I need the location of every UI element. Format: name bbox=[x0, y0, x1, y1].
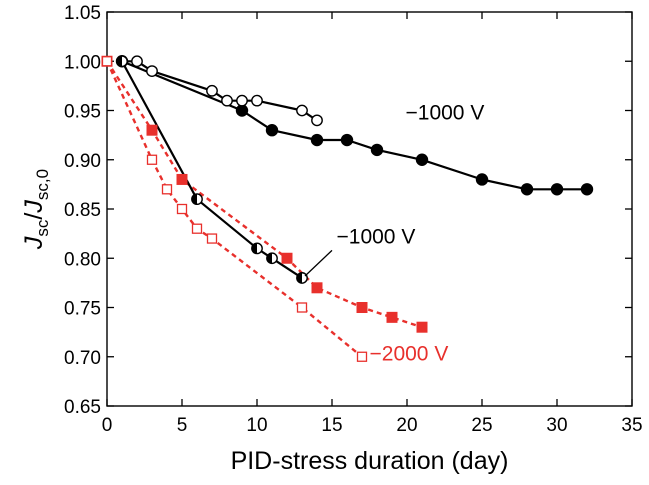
data-point bbox=[146, 65, 158, 78]
series-markers bbox=[101, 55, 594, 362]
y-tick-label: 0.90 bbox=[64, 151, 101, 172]
data-point bbox=[176, 203, 188, 215]
x-tick-label: 10 bbox=[246, 415, 267, 436]
y-label-sub1: sc bbox=[33, 219, 52, 237]
y-tick-label: 0.65 bbox=[64, 397, 101, 418]
data-point bbox=[416, 321, 428, 333]
x-axis-label: PID-stress duration (day) bbox=[231, 447, 509, 475]
data-point bbox=[386, 311, 398, 323]
annotation-label: −2000 V bbox=[370, 343, 449, 366]
data-point bbox=[370, 143, 384, 157]
x-tick-label: 5 bbox=[177, 415, 188, 436]
data-point bbox=[191, 223, 203, 234]
data-point bbox=[356, 351, 368, 362]
data-point bbox=[265, 123, 279, 137]
data-point-half-fill bbox=[251, 243, 257, 254]
x-tick-label: 30 bbox=[546, 415, 567, 436]
y-label-j2: J bbox=[20, 200, 48, 214]
data-point bbox=[296, 104, 308, 117]
data-point bbox=[146, 154, 158, 165]
series-line bbox=[121, 60, 587, 191]
data-point bbox=[176, 173, 188, 185]
y-label-j1: J bbox=[20, 236, 48, 250]
x-tick-label: 15 bbox=[321, 415, 342, 436]
data-point bbox=[146, 124, 158, 136]
annotation-label: −1000 V bbox=[337, 225, 416, 248]
y-tick-label: 0.85 bbox=[64, 200, 101, 221]
y-tick-label: 0.80 bbox=[64, 249, 101, 270]
data-point bbox=[191, 193, 203, 206]
ticks-layer: 0 5 10 15 20 25 30 35 0.65 0.70 0.75 0.80 0.85 0.90 0.… bbox=[64, 3, 643, 436]
y-tick-label: 1.00 bbox=[64, 52, 101, 73]
data-point-half-fill bbox=[191, 193, 197, 205]
data-point bbox=[311, 282, 323, 294]
data-point-half-fill bbox=[266, 253, 272, 264]
data-point bbox=[296, 272, 308, 284]
data-point bbox=[251, 242, 263, 255]
x-tick-label: 35 bbox=[621, 415, 642, 436]
data-point bbox=[415, 153, 429, 166]
y-label-slash: / bbox=[20, 213, 48, 220]
y-axis-label: Jsc/Jsc,0 bbox=[20, 169, 52, 250]
series-line bbox=[105, 60, 423, 329]
y-label-sub2: sc,0 bbox=[33, 169, 52, 200]
data-point bbox=[206, 84, 218, 97]
data-point bbox=[101, 56, 113, 67]
data-point bbox=[475, 173, 489, 186]
data-point bbox=[206, 233, 218, 244]
data-point-half-fill bbox=[296, 272, 302, 284]
data-point bbox=[356, 302, 368, 313]
y-tick-label: 0.75 bbox=[64, 299, 101, 320]
data-point bbox=[550, 183, 564, 196]
x-tick-label: 20 bbox=[396, 415, 417, 436]
data-point bbox=[116, 55, 128, 68]
data-point bbox=[311, 114, 323, 127]
data-point-half-fill bbox=[116, 56, 122, 67]
x-tick-label: 0 bbox=[102, 415, 113, 436]
data-point bbox=[296, 302, 308, 313]
data-point bbox=[340, 133, 354, 147]
annotation-leader bbox=[304, 249, 333, 277]
data-point bbox=[131, 55, 143, 68]
y-tick-label: 0.95 bbox=[64, 102, 101, 123]
data-point bbox=[235, 104, 249, 117]
data-point bbox=[281, 252, 293, 264]
y-tick-label: 1.05 bbox=[64, 3, 101, 24]
data-point bbox=[251, 94, 263, 107]
y-tick-label: 0.70 bbox=[64, 348, 101, 369]
data-point bbox=[520, 183, 534, 196]
data-point bbox=[266, 252, 278, 265]
data-point bbox=[236, 94, 248, 107]
data-point bbox=[221, 94, 233, 107]
data-point bbox=[580, 183, 594, 196]
annotation-label: −1000 V bbox=[406, 101, 485, 124]
annotations: −1000 V −1000 V −2000 V bbox=[304, 101, 485, 366]
data-point bbox=[310, 133, 324, 147]
data-point bbox=[161, 184, 173, 195]
x-tick-label: 25 bbox=[471, 415, 492, 436]
